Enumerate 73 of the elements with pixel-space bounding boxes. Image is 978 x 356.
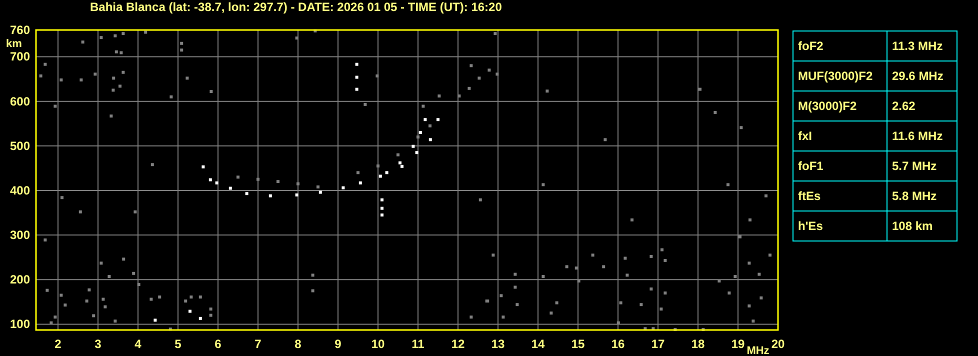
y-tick-label: 300 — [10, 228, 30, 242]
text: 2.62 — [892, 99, 916, 113]
point — [436, 118, 440, 122]
y-axis-title: km — [6, 38, 22, 50]
point — [355, 76, 358, 79]
text: 29.6 MHz — [892, 69, 944, 83]
point — [215, 181, 218, 184]
y-tick-label: 600 — [10, 94, 30, 108]
y-tick-label: 400 — [10, 183, 30, 198]
text: 5.8 MHz — [892, 189, 937, 203]
point — [358, 181, 362, 184]
y-tick-label: 500 — [10, 138, 30, 153]
point — [268, 194, 272, 198]
category-label: MUF(3000)F2 — [798, 69, 874, 83]
text: 11.3 MHz — [892, 39, 943, 53]
text: 11.6 MHz — [892, 129, 943, 143]
x-tick-label: 6 — [214, 337, 222, 351]
category-label: h'Es — [798, 219, 824, 233]
x-tick-label: 4 — [134, 337, 142, 351]
x-tick-label: 20 — [771, 337, 785, 351]
point — [380, 198, 384, 202]
point — [400, 164, 404, 168]
point — [385, 171, 388, 174]
point — [355, 88, 358, 91]
point — [202, 165, 205, 168]
point — [295, 193, 298, 196]
text: 5.7 MHz — [892, 159, 937, 173]
point — [228, 186, 232, 190]
x-tick-label: 13 — [491, 337, 505, 351]
x-tick-label: 18 — [691, 337, 705, 351]
y-tick-label: 700 — [10, 50, 30, 64]
point — [318, 190, 322, 194]
point — [154, 318, 157, 322]
point — [198, 316, 202, 320]
x-tick-label: 3 — [94, 337, 102, 351]
chart-title: Bahia Blanca (lat: -38.7, lon: 297.7) - DATE: 2026 01 05 - TIME (UT): 16:20 — [90, 0, 502, 14]
text: 108 km — [892, 219, 933, 233]
x-tick-label: 2 — [54, 337, 62, 351]
point — [428, 138, 432, 142]
point — [342, 186, 345, 190]
x-tick-label: 8 — [294, 337, 302, 351]
point — [188, 310, 192, 313]
x-tick-label: 15 — [571, 337, 585, 351]
x-tick-label: 10 — [371, 337, 385, 351]
x-tick-label: 16 — [611, 337, 625, 351]
point — [378, 174, 382, 178]
x-tick-label: 19 — [731, 337, 745, 351]
point — [412, 144, 415, 148]
y-tick-label: 100 — [10, 317, 30, 332]
category-label: foF1 — [798, 159, 824, 173]
x-axis-title: MHz — [746, 345, 770, 356]
x-tick-label: 17 — [651, 337, 665, 351]
y-tick-label: 200 — [10, 272, 30, 287]
point — [208, 178, 212, 182]
category-label: fxI — [798, 129, 812, 143]
point — [418, 131, 422, 134]
y-tick-label: 760 — [10, 23, 30, 37]
point — [355, 62, 358, 66]
point — [380, 206, 384, 210]
point — [398, 161, 402, 164]
category-label: ftEs — [798, 189, 821, 203]
point — [245, 192, 248, 196]
x-tick-label: 5 — [174, 337, 182, 351]
x-tick-label: 11 — [412, 337, 425, 351]
category-label: M(3000)F2 — [798, 99, 858, 113]
point — [415, 151, 418, 154]
x-tick-label: 9 — [334, 337, 342, 351]
category-label: foF2 — [798, 39, 824, 53]
x-tick-label: 14 — [531, 337, 545, 351]
point — [424, 118, 427, 122]
x-tick-label: 12 — [451, 337, 465, 351]
x-tick-label: 7 — [254, 337, 262, 351]
point — [380, 213, 384, 216]
